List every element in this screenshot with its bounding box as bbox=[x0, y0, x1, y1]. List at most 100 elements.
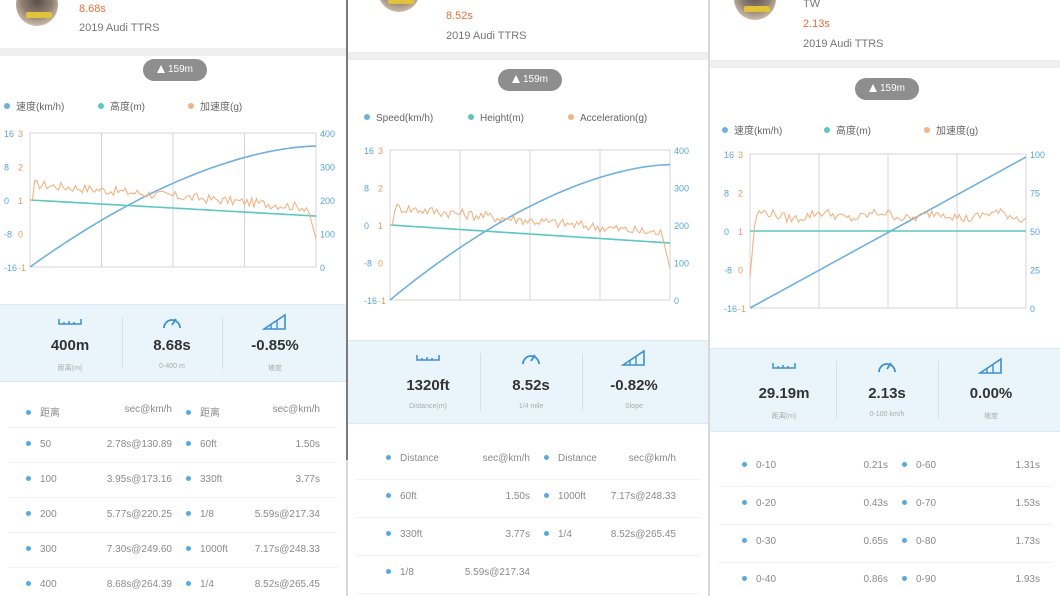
bullet-icon bbox=[386, 569, 391, 574]
row-divider bbox=[8, 427, 338, 428]
table-cell: 1/8 bbox=[186, 509, 214, 520]
stat-distance: 1320ft Distance(m) bbox=[376, 341, 480, 423]
bullet-icon bbox=[742, 538, 747, 543]
accel-tick-label: -1 bbox=[18, 263, 26, 273]
bullet-icon bbox=[544, 531, 549, 536]
table-header: Distance bbox=[386, 453, 439, 464]
table-header: Distance bbox=[544, 453, 597, 464]
bullet-icon bbox=[742, 462, 747, 467]
bullet-icon bbox=[26, 476, 31, 481]
table-cell: 0.43s bbox=[863, 498, 888, 509]
legend-height: 高度(m) bbox=[98, 98, 145, 113]
row-divider bbox=[356, 555, 700, 556]
bullet-icon bbox=[186, 581, 191, 586]
stats-bar: 1320ft Distance(m) 8.52s 1/4 mile -0.82%… bbox=[348, 340, 708, 424]
row-divider bbox=[718, 562, 1052, 563]
height-tick-label: 300 bbox=[674, 184, 689, 194]
row-divider bbox=[356, 517, 700, 518]
table-header: 距离 bbox=[26, 404, 60, 419]
height-tick-label: 400 bbox=[320, 129, 335, 139]
row-divider bbox=[8, 497, 338, 498]
height-series-line bbox=[29, 199, 317, 217]
table-cell: 1.93s bbox=[1015, 574, 1040, 585]
table-cell: 2.78s@130.89 bbox=[106, 439, 172, 450]
table-cell: 7.30s@249.60 bbox=[106, 544, 172, 555]
bullet-icon bbox=[386, 455, 391, 460]
table-cell: 1.50s bbox=[295, 439, 320, 450]
height-tick-label: 50 bbox=[1030, 227, 1040, 237]
altitude-badge[interactable]: 159m bbox=[855, 78, 919, 100]
avatar[interactable] bbox=[734, 0, 776, 20]
accel-tick-label: -1 bbox=[738, 304, 746, 312]
accel-tick-label: 1 bbox=[378, 221, 383, 231]
accel-tick-label: 0 bbox=[18, 230, 23, 240]
row-divider bbox=[718, 524, 1052, 525]
altitude-badge[interactable]: 159m bbox=[143, 59, 207, 81]
table-cell: 5.77s@220.25 bbox=[106, 509, 172, 520]
table-header: sec@km/h bbox=[482, 453, 530, 464]
bullet-icon bbox=[26, 410, 31, 415]
altitude-badge[interactable]: 159m bbox=[498, 69, 562, 91]
stat-time: 8.68s 0-400 m bbox=[122, 305, 222, 381]
speedometer-icon bbox=[161, 313, 183, 336]
speed-series-line bbox=[749, 156, 1027, 309]
avatar[interactable] bbox=[16, 0, 58, 26]
mountain-icon bbox=[156, 65, 165, 73]
result-time: 2.13s bbox=[803, 18, 830, 30]
legend-accel: Acceleration(g) bbox=[568, 113, 647, 124]
table-cell: 1/4 bbox=[544, 529, 572, 540]
result-time: 8.68s bbox=[79, 3, 106, 15]
table-cell: 0.21s bbox=[863, 460, 888, 471]
result-panel-2: 8.52s 2019 Audi TTRS 159m Speed(km/h) He… bbox=[348, 0, 708, 596]
stat-slope: -0.85% 坡度 bbox=[222, 305, 328, 381]
slope-icon bbox=[977, 357, 1004, 380]
table-cell: 1.73s bbox=[1015, 536, 1040, 547]
table-cell: 0-80 bbox=[902, 536, 936, 547]
car-model: 2019 Audi TTRS bbox=[803, 38, 884, 50]
table-header: sec@km/h bbox=[628, 453, 676, 464]
accel-series-line bbox=[390, 203, 671, 269]
height-tick-label: 75 bbox=[1030, 189, 1040, 199]
slope-icon bbox=[261, 313, 288, 336]
bullet-icon bbox=[544, 493, 549, 498]
car-model: 2019 Audi TTRS bbox=[79, 22, 160, 34]
row-divider bbox=[718, 486, 1052, 487]
table-cell: 0-90 bbox=[902, 574, 936, 585]
speedometer-icon bbox=[876, 357, 898, 380]
bullet-icon bbox=[186, 511, 191, 516]
legend-speed: 速度(km/h) bbox=[722, 122, 782, 137]
stat-time: 8.52s 1/4 mile bbox=[480, 341, 582, 423]
height-tick-label: 400 bbox=[674, 146, 689, 156]
table-cell: 0-60 bbox=[902, 460, 936, 471]
accel-tick-label: 1 bbox=[18, 196, 23, 206]
table-cell: 330ft bbox=[186, 474, 222, 485]
panel-divider bbox=[346, 0, 348, 460]
table-cell: 3.77s bbox=[505, 529, 530, 540]
table-cell: 1/8 bbox=[386, 567, 414, 578]
height-tick-label: 200 bbox=[320, 196, 335, 206]
table-cell: 100 bbox=[26, 474, 57, 485]
speed-tick-label: 8 bbox=[364, 184, 369, 194]
result-header: TW 2.13s 2019 Audi TTRS bbox=[710, 0, 1060, 50]
table-cell: 60ft bbox=[386, 491, 417, 502]
table-cell: 1.50s bbox=[505, 491, 530, 502]
bullet-icon bbox=[902, 500, 907, 505]
result-header: 8.52s 2019 Audi TTRS bbox=[348, 0, 708, 50]
accel-series-line bbox=[30, 179, 317, 240]
legend-height: 高度(m) bbox=[824, 122, 871, 137]
table-cell: 3.77s bbox=[295, 474, 320, 485]
height-tick-label: 0 bbox=[674, 296, 679, 304]
bullet-icon bbox=[186, 546, 191, 551]
bullet-icon bbox=[26, 546, 31, 551]
avatar[interactable] bbox=[378, 0, 420, 12]
table-cell: 0-20 bbox=[742, 498, 776, 509]
bullet-icon bbox=[742, 500, 747, 505]
stat-time: 2.13s 0-100 km/h bbox=[836, 349, 938, 431]
speed-tick-label: 0 bbox=[724, 227, 729, 237]
table-header: sec@km/h bbox=[124, 404, 172, 415]
height-tick-label: 100 bbox=[320, 230, 335, 240]
stat-slope: -0.82% Slope bbox=[582, 341, 686, 423]
